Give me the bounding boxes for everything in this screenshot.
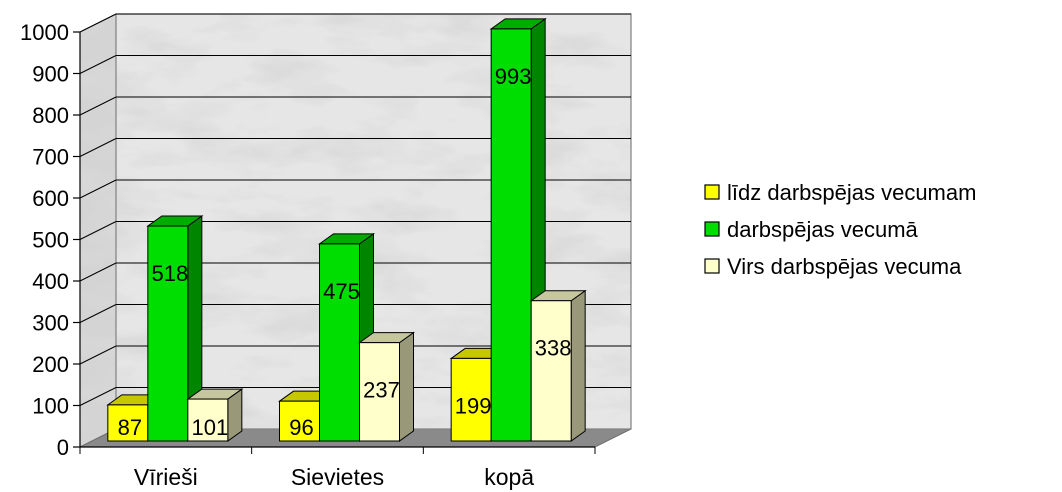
bar-front <box>279 400 320 442</box>
bar-front <box>450 357 492 442</box>
y-tick-label: 900 <box>32 62 69 87</box>
y-tick-label: 200 <box>32 352 69 377</box>
bar <box>529 289 587 442</box>
legend-label: Virs darbspējas vecuma <box>727 254 962 279</box>
gridline-side <box>79 387 117 406</box>
bar-side <box>570 289 586 442</box>
data-label: 338 <box>535 336 572 361</box>
bar-front <box>490 28 532 442</box>
y-tick-label: 600 <box>32 186 69 211</box>
bar <box>186 388 244 442</box>
gridline-side <box>79 304 117 323</box>
x-axis: Vīrieši Sievietes kopā <box>79 447 596 490</box>
data-label: 101 <box>191 415 228 440</box>
legend: līdz darbspējas vecumam darbspējas vecumā… <box>704 180 976 279</box>
data-labels: 87 518 101 96 475 237 199 993 338 <box>118 64 572 440</box>
category-label: kopā <box>484 464 534 490</box>
gridline-side <box>79 262 117 282</box>
bars <box>106 17 587 442</box>
gridline-side <box>79 345 117 365</box>
y-tick-label: 1000 <box>20 20 69 45</box>
data-label: 87 <box>118 415 142 440</box>
gridline-side <box>79 138 117 157</box>
y-axis: 0 100 200 300 400 500 600 700 800 900 1000 <box>20 20 595 460</box>
gridline-side <box>79 13 117 33</box>
gridline-side <box>79 96 117 116</box>
bar-front <box>319 243 360 442</box>
bar-front <box>107 404 149 442</box>
category-label: Vīrieši <box>134 464 198 490</box>
data-label: 199 <box>455 393 492 418</box>
y-tick-label: 700 <box>32 145 69 170</box>
legend-swatch <box>704 184 720 200</box>
gridline-side <box>79 55 117 74</box>
category-label: Sievietes <box>291 464 384 490</box>
data-label: 993 <box>495 64 532 89</box>
legend-item: darbspējas vecumā <box>704 217 919 242</box>
bar-front <box>187 398 229 442</box>
legend-label: darbspējas vecumā <box>727 217 919 242</box>
y-tick-label: 100 <box>32 394 69 419</box>
y-tick-label: 400 <box>32 269 69 294</box>
y-tick-label: 0 <box>57 435 69 460</box>
legend-swatch <box>704 221 720 237</box>
bar <box>357 331 416 442</box>
data-label: 96 <box>289 415 313 440</box>
legend-item: līdz darbspējas vecumam <box>704 180 976 205</box>
y-tick-label: 300 <box>32 311 69 336</box>
legend-item: Virs darbspējas vecuma <box>704 254 962 279</box>
bar-front <box>147 225 189 442</box>
bar-front <box>359 342 400 442</box>
bar-side <box>399 331 414 442</box>
legend-swatch <box>704 258 720 274</box>
y-tick-label: 800 <box>32 103 69 128</box>
gridline-side <box>79 179 117 199</box>
gridline-side <box>79 221 117 240</box>
data-label: 475 <box>323 279 360 304</box>
data-label: 237 <box>363 378 400 403</box>
bar <box>146 215 204 442</box>
legend-label: līdz darbspējas vecumam <box>727 180 976 205</box>
data-label: 518 <box>151 261 188 286</box>
y-tick-label: 500 <box>32 228 69 253</box>
bar-front <box>530 300 572 442</box>
